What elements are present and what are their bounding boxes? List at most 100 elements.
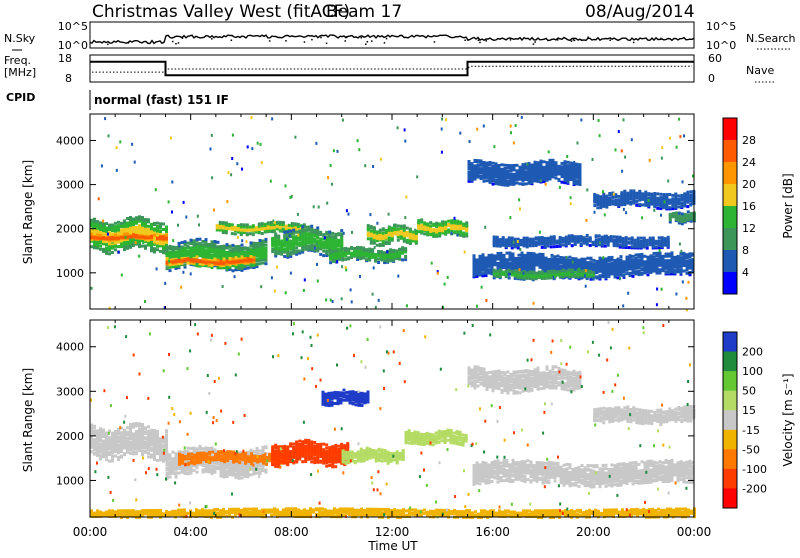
rti-cell	[626, 256, 629, 259]
rti-cell	[153, 247, 156, 250]
rti-cell	[656, 197, 659, 200]
rti-cell	[353, 247, 356, 250]
rti-cell	[220, 245, 223, 248]
rti-cell	[138, 224, 141, 227]
rti-cell	[572, 261, 574, 264]
rti-cell	[376, 244, 379, 247]
rti-cell	[529, 270, 532, 273]
rti-cell	[680, 256, 683, 259]
rti-cell	[99, 240, 102, 243]
rti-cell	[585, 269, 587, 272]
rti-cell	[229, 245, 232, 248]
rti-cell	[271, 230, 274, 233]
rti-cell	[251, 147, 253, 150]
rti-cell	[665, 193, 668, 196]
rti-cell	[199, 238, 202, 241]
rti-cell	[359, 275, 361, 278]
rti-cell	[575, 257, 578, 260]
rti-cell	[556, 245, 559, 248]
rti-cell	[647, 256, 650, 259]
rti-cell	[378, 299, 380, 302]
rti-cell	[574, 235, 577, 238]
freq-label-line2: [MHz]	[4, 66, 36, 79]
rti-cell	[294, 222, 297, 225]
rti-cell	[555, 161, 558, 164]
rti-cell	[120, 228, 123, 231]
rti-cell	[301, 234, 304, 237]
rti-cell	[93, 232, 96, 235]
rti-cell	[537, 161, 540, 164]
nsearch-point	[534, 41, 536, 43]
rti-cell	[683, 270, 686, 273]
rti-cell	[653, 209, 655, 212]
rti-cell	[617, 198, 620, 201]
rti-cell	[497, 252, 500, 255]
rti-cell	[108, 224, 111, 227]
date-label: 08/Aug/2014	[585, 2, 695, 22]
rti-cell	[617, 195, 620, 198]
rti-cell	[367, 237, 370, 240]
rti-cell	[169, 256, 172, 259]
rti-cell	[524, 254, 527, 257]
rti-cell	[596, 194, 599, 197]
rti-cell	[313, 238, 316, 241]
rti-cell	[683, 252, 686, 255]
rti-cell	[465, 232, 468, 235]
rti-cell	[373, 226, 376, 229]
rti-cell	[322, 250, 325, 253]
rti-cell	[379, 243, 382, 246]
nsearch-point	[533, 43, 535, 45]
rti-cell	[319, 231, 322, 234]
rti-cell	[371, 248, 374, 251]
nsearch-point	[326, 43, 328, 45]
rti-cell	[677, 194, 680, 197]
rti-cell	[240, 223, 243, 226]
rti-cell	[383, 251, 386, 254]
nsearch-point	[345, 40, 347, 42]
rti-cell	[529, 274, 532, 277]
rti-cell	[665, 253, 668, 256]
rti-cell	[540, 179, 542, 182]
rti-cell	[178, 254, 181, 257]
rti-cell	[187, 245, 190, 248]
rti-cell	[247, 257, 250, 260]
rti-cell	[406, 227, 409, 230]
rti-cell	[483, 180, 486, 183]
rti-cell	[462, 232, 465, 235]
rti-cell	[256, 242, 259, 245]
rti-cell	[432, 223, 435, 226]
rti-cell	[398, 248, 401, 251]
rti-cell	[553, 245, 556, 248]
station-title: Christmas Valley West (fitACF)	[92, 2, 350, 22]
rti-cell	[558, 165, 561, 168]
rti-cell	[169, 263, 172, 266]
rti-cell	[551, 254, 554, 257]
rti-cell	[489, 167, 492, 170]
rti-cell	[435, 228, 438, 231]
rti-cell	[123, 219, 126, 222]
rti-cell	[477, 164, 480, 167]
rti-cell	[105, 246, 108, 249]
rti-cell	[156, 242, 159, 245]
rti-cell	[326, 202, 328, 205]
rti-cell	[658, 236, 661, 239]
rti-cell	[397, 239, 400, 242]
rti-cell	[590, 261, 593, 264]
rti-cell	[153, 239, 156, 242]
rti-cell	[423, 221, 426, 224]
rti-cell	[502, 236, 505, 239]
nsearch-point	[175, 43, 177, 45]
rti-cell	[593, 204, 596, 207]
nsearch-point	[573, 39, 575, 41]
rti-cell	[404, 140, 406, 143]
rti-cell	[595, 234, 598, 237]
rti-cell	[337, 239, 340, 242]
rti-cell	[547, 270, 550, 273]
rti-cell	[447, 229, 450, 232]
rti-cell	[605, 257, 608, 260]
rti-cell	[256, 257, 259, 260]
rti-cell	[172, 246, 175, 249]
rti-cell	[99, 248, 102, 251]
nsearch-point	[467, 39, 469, 41]
rti-cell	[510, 173, 513, 176]
